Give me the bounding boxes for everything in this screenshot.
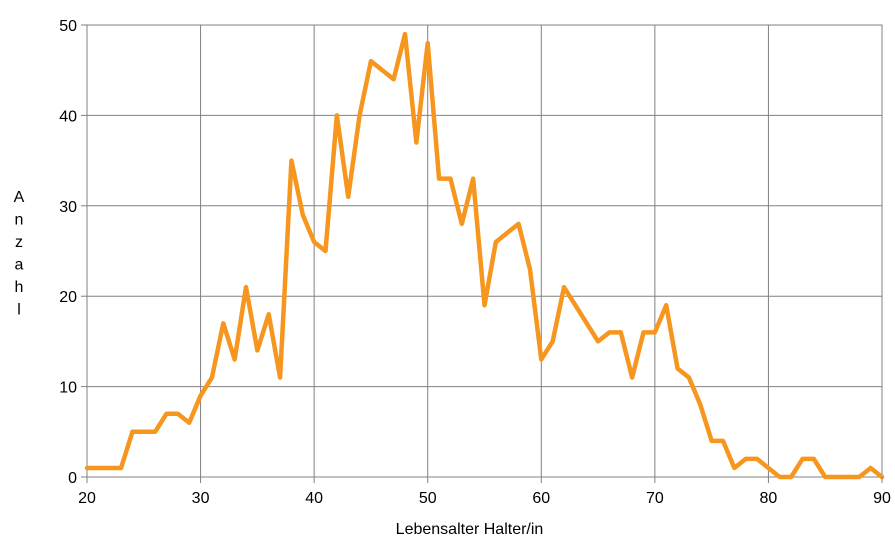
y-tick-label: 50 [59, 18, 77, 35]
series-line [84, 31, 885, 480]
x-tick-label: 40 [305, 490, 323, 507]
series-group [84, 31, 885, 480]
y-tick-label: 0 [68, 470, 77, 487]
x-axis-ticks: 20 30 40 50 60 70 80 90 [78, 477, 891, 507]
x-tick-label: 70 [646, 490, 664, 507]
x-tick-label: 90 [873, 490, 891, 507]
x-tick-label: 30 [192, 490, 210, 507]
y-tick-label: 10 [59, 380, 77, 397]
y-axis-title-char: A [14, 189, 25, 206]
y-axis-title-char: l [17, 302, 21, 319]
x-tick-label: 60 [532, 490, 550, 507]
x-tick-label: 20 [78, 490, 96, 507]
grid [87, 25, 882, 477]
y-axis-title-char: z [15, 234, 23, 251]
y-tick-label: 20 [59, 289, 77, 306]
x-tick-label: 50 [419, 490, 437, 507]
y-axis-title-char: a [15, 257, 24, 274]
y-axis-title-char: n [15, 212, 24, 229]
x-tick-label: 80 [760, 490, 778, 507]
x-axis-title: Lebensalter Halter/in [396, 521, 544, 538]
y-axis-ticks: 0 10 20 30 40 50 [59, 18, 87, 487]
y-axis-title-char: h [15, 279, 24, 296]
plot-area-frame [86, 24, 883, 478]
y-tick-label: 30 [59, 199, 77, 216]
y-tick-label: 40 [59, 108, 77, 125]
